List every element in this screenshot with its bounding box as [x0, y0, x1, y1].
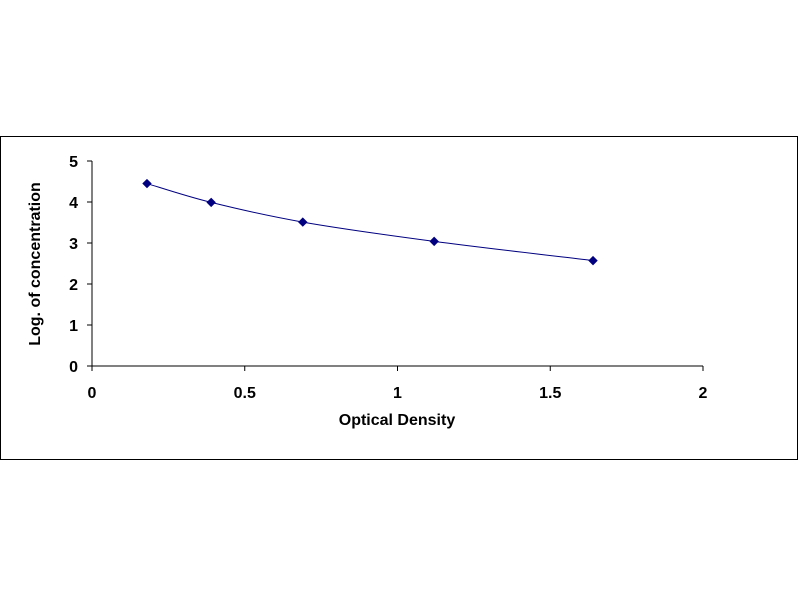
y-tick-label: 3 [69, 236, 78, 253]
x-tick-label: 0 [88, 385, 97, 402]
axes [91, 161, 703, 367]
y-tick-label: 1 [69, 318, 78, 335]
y-tick-label: 5 [69, 154, 78, 171]
x-tick-label: 1.5 [539, 385, 561, 402]
chart-frame [0, 136, 798, 460]
x-tick-label: 2 [699, 385, 708, 402]
ticks: 0 1 2 3 4 5 0 0.5 1 1.5 2 [69, 154, 707, 402]
y-tick-label: 4 [69, 195, 78, 212]
data-point-marker [206, 197, 216, 208]
x-tick-label: 1 [393, 385, 402, 402]
series-markers [142, 178, 598, 266]
y-axis-title: Log. of concentration [27, 182, 44, 346]
data-point-marker [142, 178, 152, 189]
x-tick-label: 0.5 [234, 385, 256, 402]
y-tick-label: 0 [69, 359, 78, 376]
data-point-marker [588, 255, 598, 266]
x-axis-title: Optical Density [339, 412, 456, 429]
y-tick-label: 2 [69, 277, 78, 294]
data-point-marker [298, 217, 308, 227]
series-curve [146, 183, 594, 262]
data-point-marker [429, 236, 439, 247]
